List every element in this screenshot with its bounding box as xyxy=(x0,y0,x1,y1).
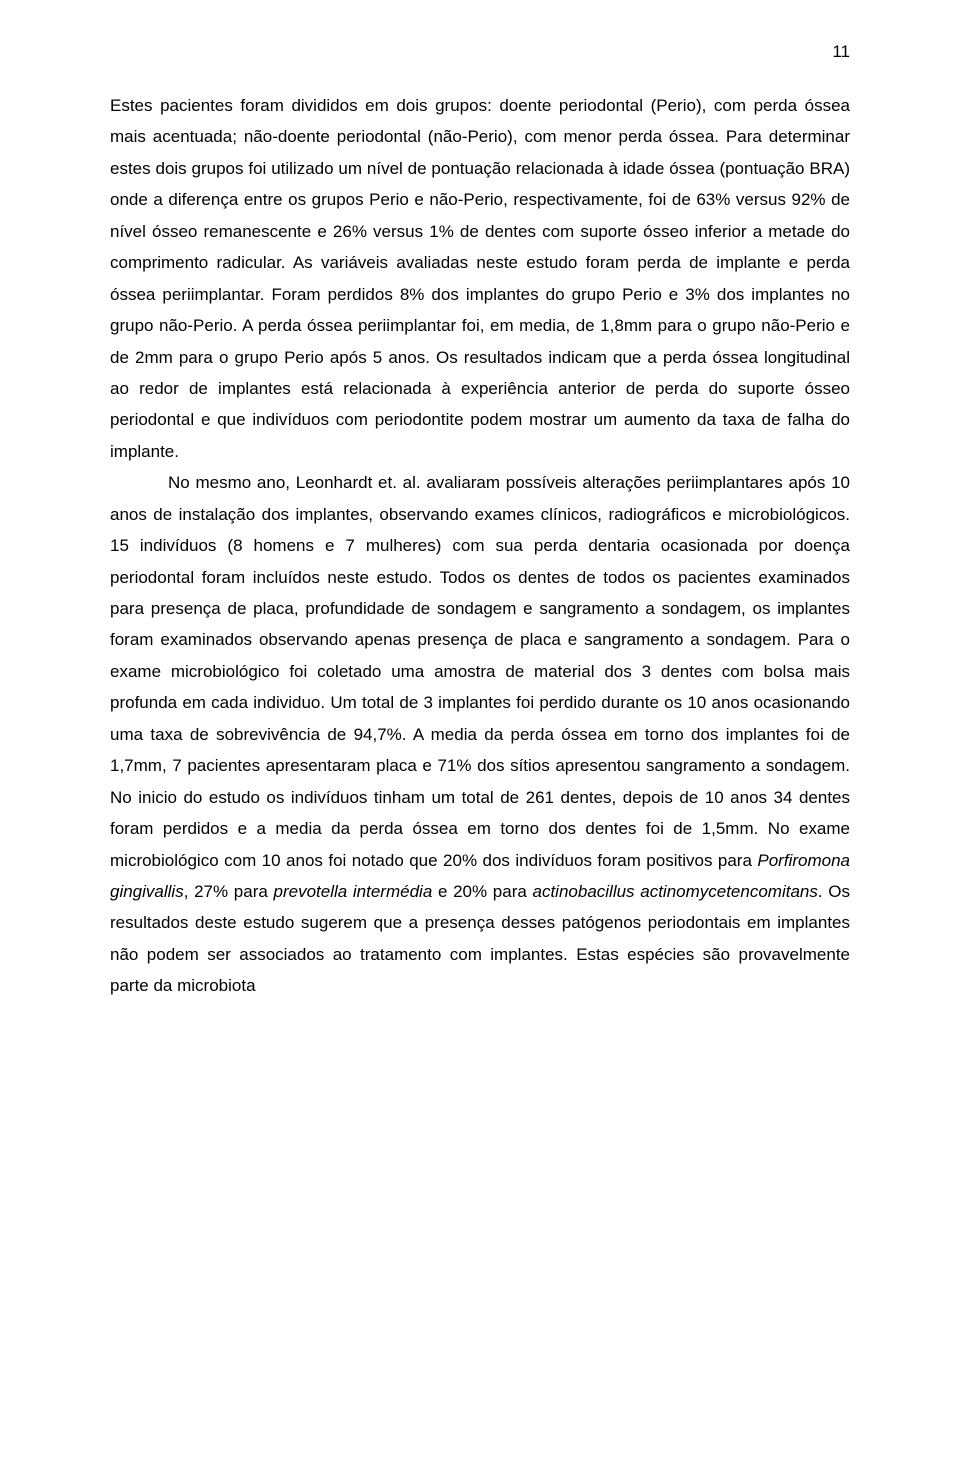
species-3: actinobacillus actinomycetencomitans xyxy=(533,882,818,901)
para2-text-c: e 20% para xyxy=(432,882,532,901)
species-2: prevotella intermédia xyxy=(274,882,433,901)
body-text: Estes pacientes foram divididos em dois … xyxy=(110,90,850,1002)
page-number: 11 xyxy=(832,42,850,62)
paragraph-2: No mesmo ano, Leonhardt et. al. avaliara… xyxy=(110,467,850,1001)
para2-text-b: , 27% para xyxy=(184,882,274,901)
para2-text-a: No mesmo ano, Leonhardt et. al. avaliara… xyxy=(110,473,850,869)
paragraph-1: Estes pacientes foram divididos em dois … xyxy=(110,90,850,467)
document-page: 11 Estes pacientes foram divididos em do… xyxy=(0,0,960,1483)
